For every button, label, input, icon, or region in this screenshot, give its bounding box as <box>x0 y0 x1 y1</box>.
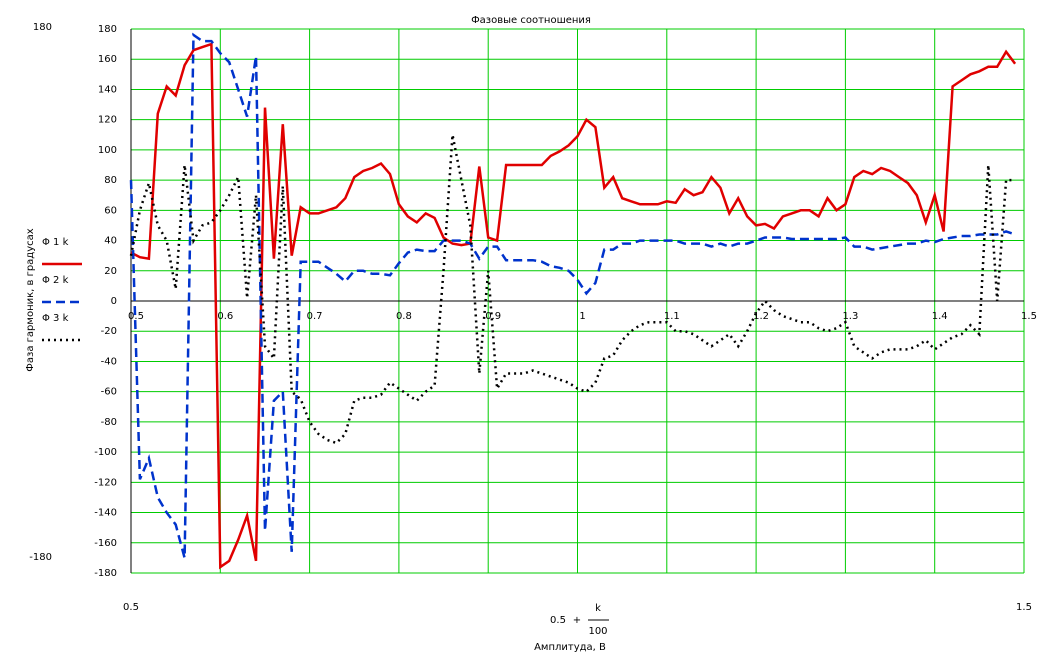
x-expression-numerator: k <box>595 603 601 614</box>
y-tick-label: -80 <box>101 417 117 428</box>
x-limit-label: 0.5 <box>123 602 139 613</box>
series-line <box>130 42 1017 570</box>
y-tick-label: -60 <box>101 387 117 398</box>
x-tick-label: 0.8 <box>396 311 412 322</box>
y-tick-label: -40 <box>101 356 117 367</box>
y-tick-label: 100 <box>98 145 117 156</box>
y-tick-label: 140 <box>98 84 117 95</box>
y-tick-label: -120 <box>94 477 117 488</box>
y-axis-label: Фаза гармоник, в градусах <box>25 228 36 371</box>
x-limit-label: 1.5 <box>1016 602 1032 613</box>
x-tick-label: 1.5 <box>1021 311 1037 322</box>
x-axis-label: Амплитуда, В <box>534 642 606 653</box>
y-tick-label: 120 <box>98 115 117 126</box>
x-expression-left: 0.5 <box>550 615 566 626</box>
x-tick-label: 0.7 <box>307 311 323 322</box>
y-tick-label: 160 <box>98 54 117 65</box>
legend-label: Φ 1 k <box>42 237 69 248</box>
y-tick-label: 0 <box>111 296 117 307</box>
x-expression-operator: + <box>573 615 581 626</box>
x-expression-denominator: 100 <box>588 626 607 637</box>
x-tick-label: 1.1 <box>664 311 680 322</box>
x-tick-label: 1.4 <box>932 311 948 322</box>
y-tick-label: 80 <box>104 175 117 186</box>
series-line <box>129 134 1016 445</box>
x-tick-label: 0.9 <box>485 311 501 322</box>
y-tick-label: 180 <box>98 24 117 35</box>
y-limit-label: 180 <box>33 22 52 33</box>
x-tick-label: 0.6 <box>217 311 233 322</box>
x-tick-label: 1.3 <box>842 311 858 322</box>
y-tick-label: 20 <box>104 266 117 277</box>
y-tick-label: 60 <box>104 205 117 216</box>
x-tick-label: 1 <box>579 311 585 322</box>
y-tick-label: -140 <box>94 508 117 519</box>
x-tick-label: 0.5 <box>128 311 144 322</box>
series-line <box>129 32 1016 559</box>
y-tick-label: -180 <box>94 568 117 579</box>
chart-title: Фазовые соотношения <box>471 15 591 26</box>
legend-label: Φ 3 k <box>42 313 69 324</box>
y-tick-label: -160 <box>94 538 117 549</box>
legend-label: Φ 2 k <box>42 275 69 286</box>
y-tick-label: 40 <box>104 236 117 247</box>
y-limit-label: -180 <box>29 552 52 563</box>
y-tick-label: -100 <box>94 447 117 458</box>
x-tick-label: 1.2 <box>753 311 769 322</box>
y-tick-label: -20 <box>101 326 117 337</box>
